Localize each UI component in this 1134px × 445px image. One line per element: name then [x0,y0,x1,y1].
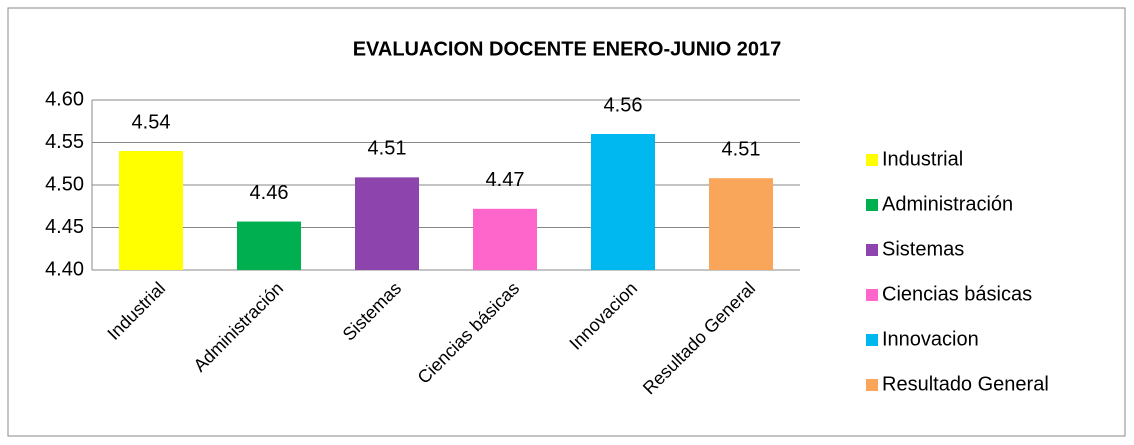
value-label: 4.54 [132,111,171,133]
bar [355,177,419,270]
legend-label: Sistemas [882,238,964,260]
value-label: 4.51 [368,138,407,160]
bar [473,208,537,270]
bar [709,178,773,270]
value-label: 4.56 [604,94,643,116]
y-tick-label: 4.45 [45,216,84,238]
y-tick-label: 4.50 [45,173,84,195]
legend-swatch [866,199,878,211]
legend-label: Administración [882,193,1013,215]
bar [237,221,301,270]
legend-swatch [866,334,878,346]
legend-swatch [866,244,878,256]
legend-label: Industrial [882,148,963,170]
value-label: 4.47 [486,169,525,191]
value-label: 4.46 [250,182,289,204]
value-label: 4.51 [722,138,761,160]
chart-frame [7,7,1126,437]
bar [119,151,183,270]
chart-title: EVALUACION DOCENTE ENERO-JUNIO 2017 [353,38,782,60]
legend-swatch [866,289,878,301]
legend-swatch [866,379,878,391]
legend-label: Ciencias básicas [882,283,1032,305]
legend-label: Innovacion [882,328,979,350]
bar [591,134,655,270]
legend-swatch [866,154,878,166]
y-tick-label: 4.60 [45,88,84,110]
legend-label: Resultado General [882,373,1049,395]
y-tick-label: 4.55 [45,131,84,153]
y-tick-label: 4.40 [45,258,84,280]
